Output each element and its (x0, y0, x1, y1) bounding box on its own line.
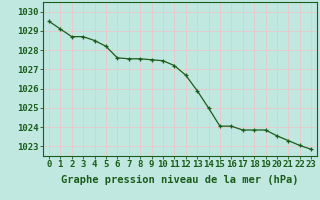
X-axis label: Graphe pression niveau de la mer (hPa): Graphe pression niveau de la mer (hPa) (61, 175, 299, 185)
